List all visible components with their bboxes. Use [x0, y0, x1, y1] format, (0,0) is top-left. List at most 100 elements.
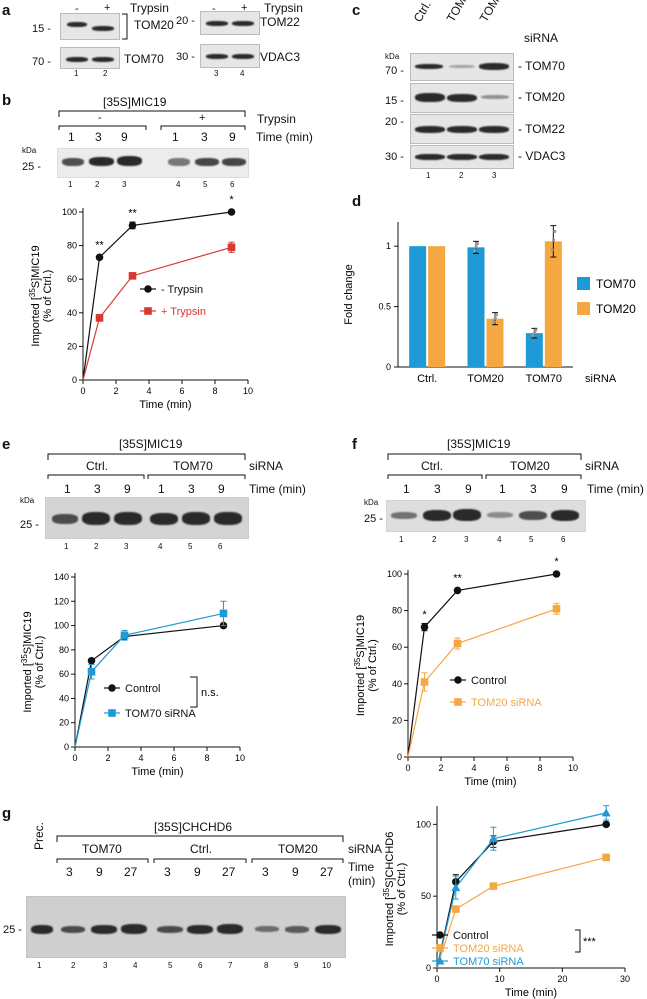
series-line-1 — [407, 608, 557, 758]
x-tick-label: 0 — [434, 974, 439, 984]
category-label: TOM70 — [526, 373, 562, 385]
x-tick-label: 0 — [405, 763, 410, 773]
ctrl-f: Ctrl. — [421, 459, 443, 473]
data-point — [420, 623, 429, 631]
blot-c-tom70 — [410, 53, 514, 81]
y-tick-label: 0 — [64, 742, 69, 752]
row-c-tom20: - TOM20 — [518, 90, 565, 104]
y-axis-label-2: (% of Ctrl.) — [367, 639, 379, 692]
x-tick-label: 8 — [537, 763, 542, 773]
lane-g3: 3 — [103, 961, 108, 970]
legend-label: Control — [471, 675, 506, 687]
t9-e: 9 — [124, 482, 131, 496]
panel-f-label: f — [352, 436, 357, 453]
plus-b: + — [199, 112, 206, 124]
y-tick-label: 20 — [59, 718, 69, 728]
x-axis-label: Time (min) — [505, 987, 557, 999]
tom70-e: TOM70 — [173, 459, 213, 473]
series-line-0 — [82, 211, 232, 381]
x-tick-label: 10 — [495, 974, 505, 984]
data-point — [552, 604, 561, 613]
label-tom70-a: TOM70 — [124, 52, 164, 66]
x-axis-label: Time (min) — [464, 776, 516, 788]
y-tick-label: 40 — [59, 693, 69, 703]
panel-g-label: g — [2, 805, 12, 822]
significance-label: * — [554, 556, 559, 568]
t3-b2: 3 — [201, 130, 208, 144]
y-tick-label: 100 — [62, 207, 77, 217]
ctrl-e: Ctrl. — [86, 459, 108, 473]
y-tick-label: 60 — [67, 274, 77, 284]
category-label: Ctrl. — [417, 373, 437, 385]
bar — [467, 247, 485, 367]
data-point — [128, 272, 137, 280]
kda-c-30: 30 - — [385, 151, 404, 163]
replicate-dot — [492, 320, 496, 324]
data-point — [219, 609, 228, 618]
data-point — [552, 570, 561, 578]
y-tick-label: 40 — [67, 308, 77, 318]
y-axis-label-2: (% of Ctrl.) — [42, 270, 54, 323]
significance-label: ** — [453, 572, 462, 584]
y-tick-label: 0 — [426, 963, 431, 973]
col-ctrl: Ctrl. — [410, 0, 434, 25]
t3-b: 3 — [95, 130, 102, 144]
legend-label: TOM70 siRNA — [125, 708, 196, 720]
label-tom22-a: TOM22 — [260, 15, 300, 29]
series-line-2 — [436, 812, 607, 969]
col-tom20: TOM20 — [476, 0, 509, 25]
replicate-dot — [534, 328, 538, 332]
lane-g4: 4 — [133, 961, 138, 970]
lane-c2: 2 — [459, 171, 464, 180]
legend-label: TOM20 siRNA — [471, 697, 542, 709]
legend-marker — [144, 307, 152, 315]
subbracket-g — [56, 858, 344, 863]
replicate-dot — [531, 334, 535, 338]
t1-f: 1 — [403, 482, 410, 496]
bar — [525, 333, 543, 367]
data-point — [95, 253, 104, 262]
significance-label: ** — [128, 207, 137, 219]
lane-g8: 8 — [264, 961, 269, 970]
lane-2-a: 2 — [103, 69, 108, 78]
lane-3-a: 3 — [214, 69, 219, 78]
trypsin-plus: + — [104, 2, 111, 14]
time-min-e: Time (min) — [249, 482, 306, 496]
lane-g1: 1 — [37, 961, 42, 970]
sig-label: *** — [583, 936, 597, 948]
t1-b: 1 — [68, 130, 75, 144]
series-line-1 — [436, 856, 607, 969]
kda-c-15: 15 - — [385, 95, 404, 107]
legend-marker — [108, 709, 116, 717]
bracket-g — [56, 835, 344, 842]
blot-tom70-a — [60, 47, 120, 69]
lane-f2: 2 — [432, 535, 437, 544]
sirna-g: siRNA — [348, 842, 383, 856]
t1-b2: 1 — [172, 130, 179, 144]
t27-g3: 27 — [320, 865, 334, 879]
label-tom20-a: TOM20 — [134, 18, 174, 32]
lane-b5: 5 — [203, 180, 208, 189]
data-point — [95, 314, 104, 322]
y-tick-label: 1 — [386, 241, 391, 251]
kda-15: 15 - — [32, 23, 51, 35]
y-tick-label: 50 — [421, 891, 431, 901]
replicate-dot — [494, 313, 498, 317]
significance-label: * — [422, 609, 427, 621]
bar — [409, 246, 427, 367]
kda-e: kDa — [20, 496, 35, 505]
data-point — [452, 905, 460, 913]
trypsin-label: Trypsin — [130, 1, 169, 15]
x-tick-label: 6 — [179, 386, 184, 396]
t9-f2: 9 — [561, 482, 568, 496]
x-tick-label: 0 — [80, 386, 85, 396]
t27-g2: 27 — [222, 865, 236, 879]
y-tick-label: 80 — [392, 606, 402, 616]
sirna-e: siRNA — [249, 459, 284, 473]
legend-marker — [454, 698, 462, 706]
lane-g7: 7 — [228, 961, 233, 970]
replicate-dot — [553, 229, 557, 234]
row-c-vdac3: - VDAC3 — [518, 149, 566, 163]
t3-f2: 3 — [530, 482, 537, 496]
